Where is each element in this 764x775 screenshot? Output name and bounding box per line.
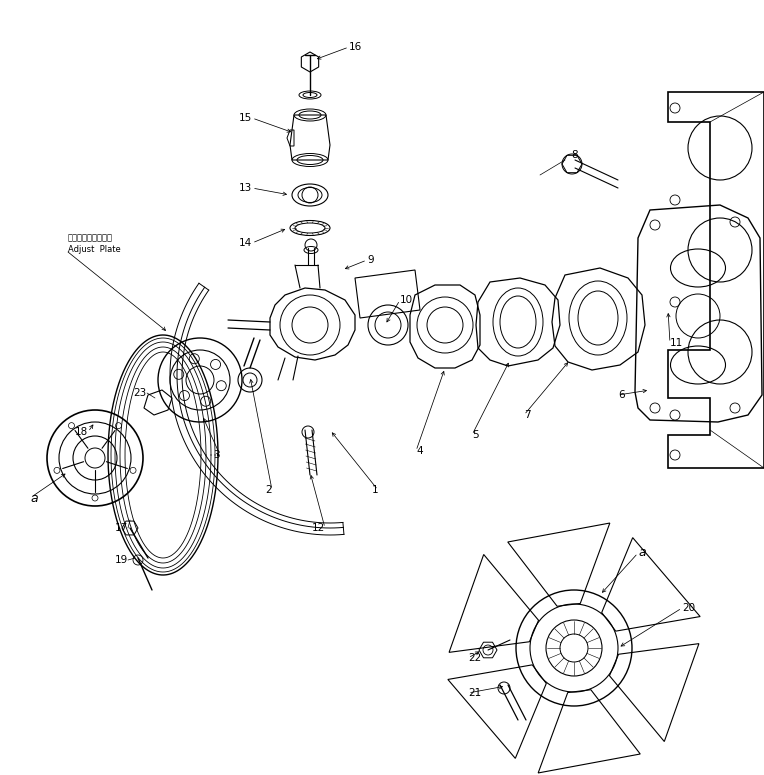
Text: 13: 13 [238,183,252,193]
Text: 9: 9 [367,255,374,265]
Text: 2: 2 [265,485,272,495]
Text: 21: 21 [468,688,481,698]
Text: 16: 16 [349,42,362,52]
Text: a: a [638,546,646,560]
Text: a: a [30,491,37,505]
Text: 7: 7 [524,410,531,420]
Text: 23: 23 [133,388,146,398]
Text: 22: 22 [468,653,481,663]
Text: 18: 18 [75,427,88,437]
Text: Adjust  Plate: Adjust Plate [68,246,121,254]
Text: 20: 20 [682,603,695,613]
Text: 11: 11 [670,338,683,348]
Text: 3: 3 [213,450,220,460]
Text: 4: 4 [416,446,422,456]
Text: 1: 1 [371,485,378,495]
Text: 8: 8 [571,150,578,160]
Text: アジャストプレート: アジャストプレート [68,233,113,243]
Text: 5: 5 [472,430,478,440]
Text: 12: 12 [312,523,325,533]
Text: 14: 14 [238,238,252,248]
Text: 10: 10 [400,295,413,305]
Text: 6: 6 [618,390,625,400]
Text: 17: 17 [115,523,128,533]
Text: 19: 19 [115,555,128,565]
Text: 15: 15 [238,113,252,123]
